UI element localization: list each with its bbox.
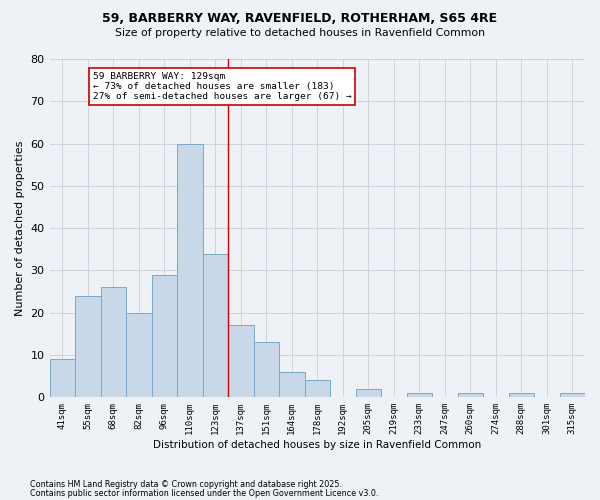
Bar	[203, 254, 228, 398]
Bar	[228, 326, 254, 398]
Text: 59, BARBERRY WAY, RAVENFIELD, ROTHERHAM, S65 4RE: 59, BARBERRY WAY, RAVENFIELD, ROTHERHAM,…	[103, 12, 497, 26]
Text: Contains public sector information licensed under the Open Government Licence v3: Contains public sector information licen…	[30, 489, 379, 498]
Bar	[101, 288, 126, 398]
X-axis label: Distribution of detached houses by size in Ravenfield Common: Distribution of detached houses by size …	[153, 440, 481, 450]
Text: 59 BARBERRY WAY: 129sqm
← 73% of detached houses are smaller (183)
27% of semi-d: 59 BARBERRY WAY: 129sqm ← 73% of detache…	[93, 72, 352, 102]
Bar	[407, 393, 432, 398]
Bar	[560, 393, 585, 398]
Text: Size of property relative to detached houses in Ravenfield Common: Size of property relative to detached ho…	[115, 28, 485, 38]
Text: Contains HM Land Registry data © Crown copyright and database right 2025.: Contains HM Land Registry data © Crown c…	[30, 480, 342, 489]
Bar	[75, 296, 101, 398]
Bar	[254, 342, 279, 398]
Bar	[509, 393, 534, 398]
Bar	[50, 360, 75, 398]
Bar	[279, 372, 305, 398]
Bar	[177, 144, 203, 398]
Bar	[458, 393, 483, 398]
Bar	[356, 389, 381, 398]
Bar	[152, 274, 177, 398]
Bar	[126, 313, 152, 398]
Bar	[305, 380, 330, 398]
Y-axis label: Number of detached properties: Number of detached properties	[15, 140, 25, 316]
